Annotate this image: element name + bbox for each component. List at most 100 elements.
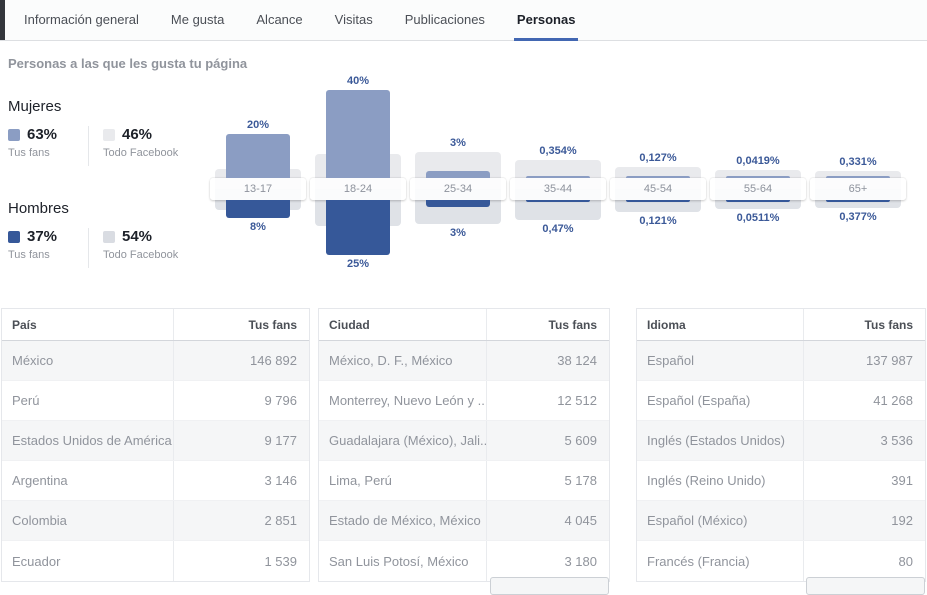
cell-country: Ecuador [2, 541, 174, 581]
bar-men-fans [726, 200, 790, 202]
city-table-header: Ciudad Tus fans [319, 309, 609, 341]
bar-women-fans [526, 176, 590, 178]
section-title: Personas a las que les gusta tu página [8, 56, 248, 71]
table-row: Francés (Francia) 80 [637, 541, 925, 581]
bar-women-fans [626, 176, 690, 178]
cell-city: Lima, Perú [319, 461, 488, 500]
men-fans-caption: Tus fans [8, 249, 50, 261]
women-fans-caption: Tus fans [8, 147, 50, 159]
men-value-label: 0,377% [839, 211, 877, 223]
men-value-label: 25% [346, 258, 370, 270]
age-axis-label: 25-34 [410, 178, 506, 200]
table-row: Guadalajara (México), Jali... 5 609 [319, 421, 609, 461]
country-table: País Tus fans México 146 892 Perú 9 796 … [1, 308, 310, 582]
cell-fans: 9 796 [264, 393, 297, 408]
table-row: San Luis Potosí, México 3 180 [319, 541, 609, 581]
window-edge [0, 0, 5, 40]
men-fans-swatch [8, 230, 20, 243]
bar-women-fans [726, 176, 790, 178]
cell-fans: 5 609 [564, 433, 597, 448]
bar-men-fans [526, 200, 590, 202]
table-row: Estado de México, México 4 045 [319, 501, 609, 541]
men-value-label: 8% [250, 221, 266, 233]
age-axis-label: 45-54 [610, 178, 706, 200]
tab-alcance[interactable]: Alcance [256, 12, 303, 27]
cell-fans: 80 [898, 553, 913, 569]
column-header-fans: Tus fans [864, 317, 913, 332]
women-fans-percent: 63% [27, 126, 58, 143]
cell-country: México [2, 341, 174, 380]
cell-fans: 9 177 [264, 433, 297, 448]
table-row: Estados Unidos de América 9 177 [2, 421, 309, 461]
bar-men-fans [326, 200, 390, 255]
men-legend: 37% Tus fans 54% Todo Facebook [8, 228, 183, 268]
cell-fans: 38 124 [557, 353, 597, 368]
table-row: Monterrey, Nuevo León y ... 12 512 [319, 381, 609, 421]
cell-fans: 41 268 [873, 393, 913, 408]
column-header-fans: Tus fans [548, 317, 597, 332]
column-header-language: Idioma [637, 309, 805, 340]
men-value-label: 0,0511% [736, 212, 780, 224]
tab-informacion-general[interactable]: Información general [24, 12, 139, 27]
men-heading: Hombres [8, 200, 69, 217]
cell-fans: 3 180 [564, 553, 597, 569]
bar-men-fans [226, 200, 290, 218]
men-fans-percent: 37% [27, 228, 58, 245]
women-all-legend-item: 46% Todo Facebook [103, 126, 183, 159]
cell-language: Español (España) [637, 381, 805, 420]
women-value-label: 0,0419% [736, 155, 780, 167]
bar-men-fans [626, 200, 690, 202]
cell-city: Guadalajara (México), Jali... [319, 421, 488, 460]
pagination-button[interactable] [806, 577, 925, 595]
women-heading: Mujeres [8, 98, 62, 115]
cell-language: Inglés (Reino Unido) [637, 461, 805, 500]
men-all-legend-item: 54% Todo Facebook [103, 228, 183, 261]
table-row: México, D. F., México 38 124 [319, 341, 609, 381]
age-axis-label: 13-17 [210, 178, 306, 200]
cell-city: Monterrey, Nuevo León y ... [319, 381, 488, 420]
legend-divider [88, 228, 89, 268]
men-value-label: 0,121% [639, 215, 677, 227]
table-row: Español (España) 41 268 [637, 381, 925, 421]
cell-city: Estado de México, México [319, 501, 488, 540]
table-row: Español (México) 192 [637, 501, 925, 541]
cell-fans: 3 146 [264, 473, 297, 488]
tab-me-gusta[interactable]: Me gusta [170, 12, 225, 27]
bar-women-fans [226, 134, 290, 178]
women-value-label: 0,127% [639, 152, 677, 164]
women-fans-swatch [8, 128, 20, 141]
women-fans-legend-item: 63% Tus fans [8, 126, 88, 159]
cell-country: Estados Unidos de América [2, 421, 174, 460]
tab-visitas[interactable]: Visitas [334, 12, 373, 27]
cell-fans: 391 [891, 473, 913, 488]
men-all-facebook-percent: 54% [122, 228, 153, 245]
pagination-button[interactable] [490, 577, 609, 595]
cell-country: Colombia [2, 501, 174, 540]
tab-publicaciones[interactable]: Publicaciones [404, 12, 485, 27]
cell-fans: 12 512 [557, 393, 597, 408]
cell-fans: 146 892 [250, 353, 297, 368]
cell-language: Español [637, 341, 805, 380]
column-header-country: País [2, 309, 174, 340]
women-value-label: 20% [246, 119, 270, 131]
women-value-label: 40% [346, 75, 370, 87]
cell-language: Inglés (Estados Unidos) [637, 421, 805, 460]
table-row: Inglés (Estados Unidos) 3 536 [637, 421, 925, 461]
language-table: Idioma Tus fans Español 137 987 Español … [636, 308, 926, 582]
table-row: Español 137 987 [637, 341, 925, 381]
tab-personas[interactable]: Personas [504, 0, 589, 41]
column-header-city: Ciudad [319, 309, 488, 340]
bar-men-fans [826, 200, 890, 202]
women-all-facebook-caption: Todo Facebook [103, 147, 179, 159]
insights-tab-bar: Información general Me gusta Alcance Vis… [0, 0, 927, 41]
bar-women-fans [426, 171, 490, 178]
women-legend: 63% Tus fans 46% Todo Facebook [8, 126, 183, 166]
men-value-label: 3% [450, 227, 466, 239]
language-table-header: Idioma Tus fans [637, 309, 925, 341]
age-axis-label: 55-64 [710, 178, 806, 200]
bar-women-fans [326, 90, 390, 178]
cell-country: Perú [2, 381, 174, 420]
bar-men-fans [426, 200, 490, 207]
men-all-facebook-swatch [103, 230, 115, 243]
table-row: Colombia 2 851 [2, 501, 309, 541]
